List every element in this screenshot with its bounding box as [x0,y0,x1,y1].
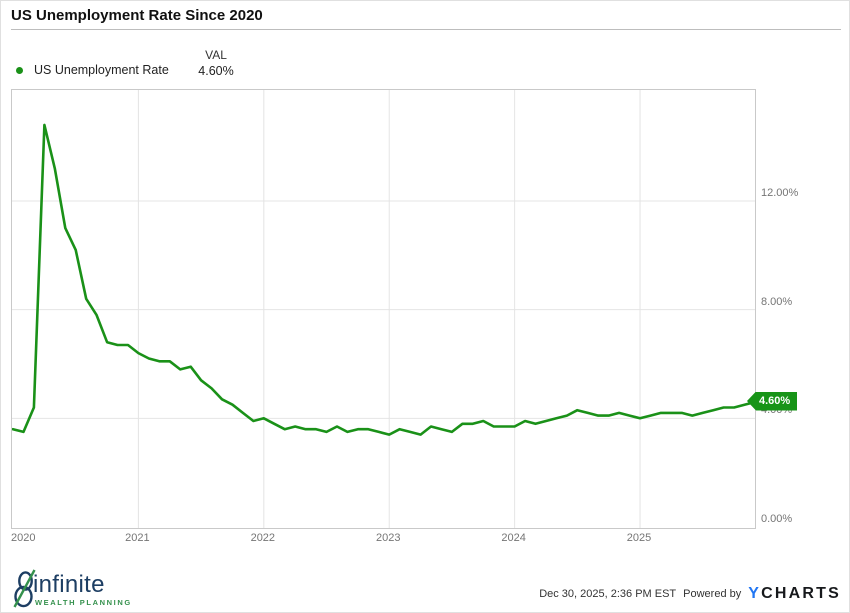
chart-plot-area [11,89,756,529]
timestamp: Dec 30, 2025, 2:36 PM EST [539,588,677,600]
unemployment-line-chart [12,90,755,528]
x-axis-tick-label: 2025 [626,532,652,544]
x-axis-tick-label: 2021 [125,532,150,544]
infinity-dollar-icon [13,569,36,608]
x-axis-tick-label: 2024 [501,532,526,544]
y-axis-tick-label: 0.00% [761,513,793,525]
x-axis-tick-label: 2020 [11,532,36,544]
chart-title: US Unemployment Rate Since 2020 [11,7,263,24]
ycharts-y-icon: Y [748,585,762,602]
legend-series-value: 4.60% [198,64,234,78]
powered-by-label: Powered by [683,588,742,600]
title-divider [11,29,841,30]
footer-attribution: Dec 30, 2025, 2:36 PM EST Powered by YCH… [539,585,841,603]
x-axis-tick-label: 2023 [375,532,401,544]
last-value-badge: 4.60% [747,391,798,411]
legend-value-header: VAL [205,48,227,62]
legend-series-dot-icon [16,67,23,74]
x-axis-tick-label: 2022 [250,532,276,544]
logo-tagline: WEALTH PLANNING [35,598,132,607]
ycharts-charts-text: CHARTS [761,585,841,602]
legend-series-label: US Unemployment Rate [34,63,169,77]
logo-wordmark: infinite [33,571,105,598]
ycharts-logo: YCHARTS [748,585,841,603]
y-axis-tick-label: 8.00% [761,295,793,308]
y-axis-tick-label: 12.00% [761,186,799,199]
